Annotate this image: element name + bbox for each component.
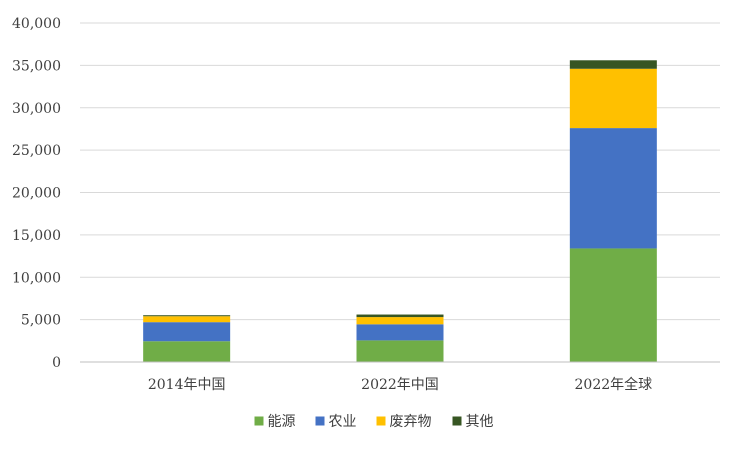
x-tick-label: 2022年中国 — [361, 377, 439, 393]
x-axis-tick-labels: 2014年中国 2022年中国 2022年全球 — [148, 376, 652, 393]
legend-label: 废弃物 — [390, 414, 432, 430]
bar-segment — [143, 322, 231, 342]
bar-segment — [143, 341, 231, 362]
bar-segment — [143, 316, 231, 323]
bar-segment — [356, 314, 444, 318]
y-tick-label: 40,000 — [12, 16, 61, 32]
x-tick-label: 2022年全球 — [575, 376, 653, 393]
y-tick-label: 15,000 — [12, 228, 61, 244]
legend: 能源 农业 废弃物 其他 — [254, 414, 494, 430]
y-tick-label: 0 — [52, 355, 61, 371]
bar-segment — [143, 315, 231, 317]
bar-segment — [356, 340, 444, 362]
y-tick-label: 25,000 — [12, 143, 61, 159]
y-tick-label: 10,000 — [12, 270, 61, 286]
bar-segment — [569, 248, 657, 362]
legend-label: 农业 — [329, 414, 357, 430]
legend-swatch — [254, 416, 264, 426]
y-tick-label: 35,000 — [12, 58, 61, 74]
legend-swatch — [315, 416, 325, 426]
y-axis-tick-labels: 0 5,000 10,000 15,000 20,000 25,000 30,000 35,0… — [12, 16, 61, 371]
legend-label: 其他 — [466, 414, 494, 430]
y-tick-label: 5,000 — [21, 313, 61, 329]
y-tick-label: 20,000 — [12, 186, 61, 202]
bar-segment — [569, 128, 657, 249]
legend-label: 能源 — [268, 414, 296, 430]
bar-segment — [569, 60, 657, 69]
bar-segment — [356, 324, 444, 341]
legend-swatch — [452, 416, 462, 426]
gridlines — [80, 22, 720, 321]
legend-swatch — [376, 416, 386, 426]
bar-segment — [569, 68, 657, 129]
y-tick-label: 30,000 — [12, 101, 61, 117]
x-tick-label: 2014年中国 — [148, 377, 226, 393]
bars — [143, 60, 657, 362]
bar-segment — [356, 317, 444, 325]
